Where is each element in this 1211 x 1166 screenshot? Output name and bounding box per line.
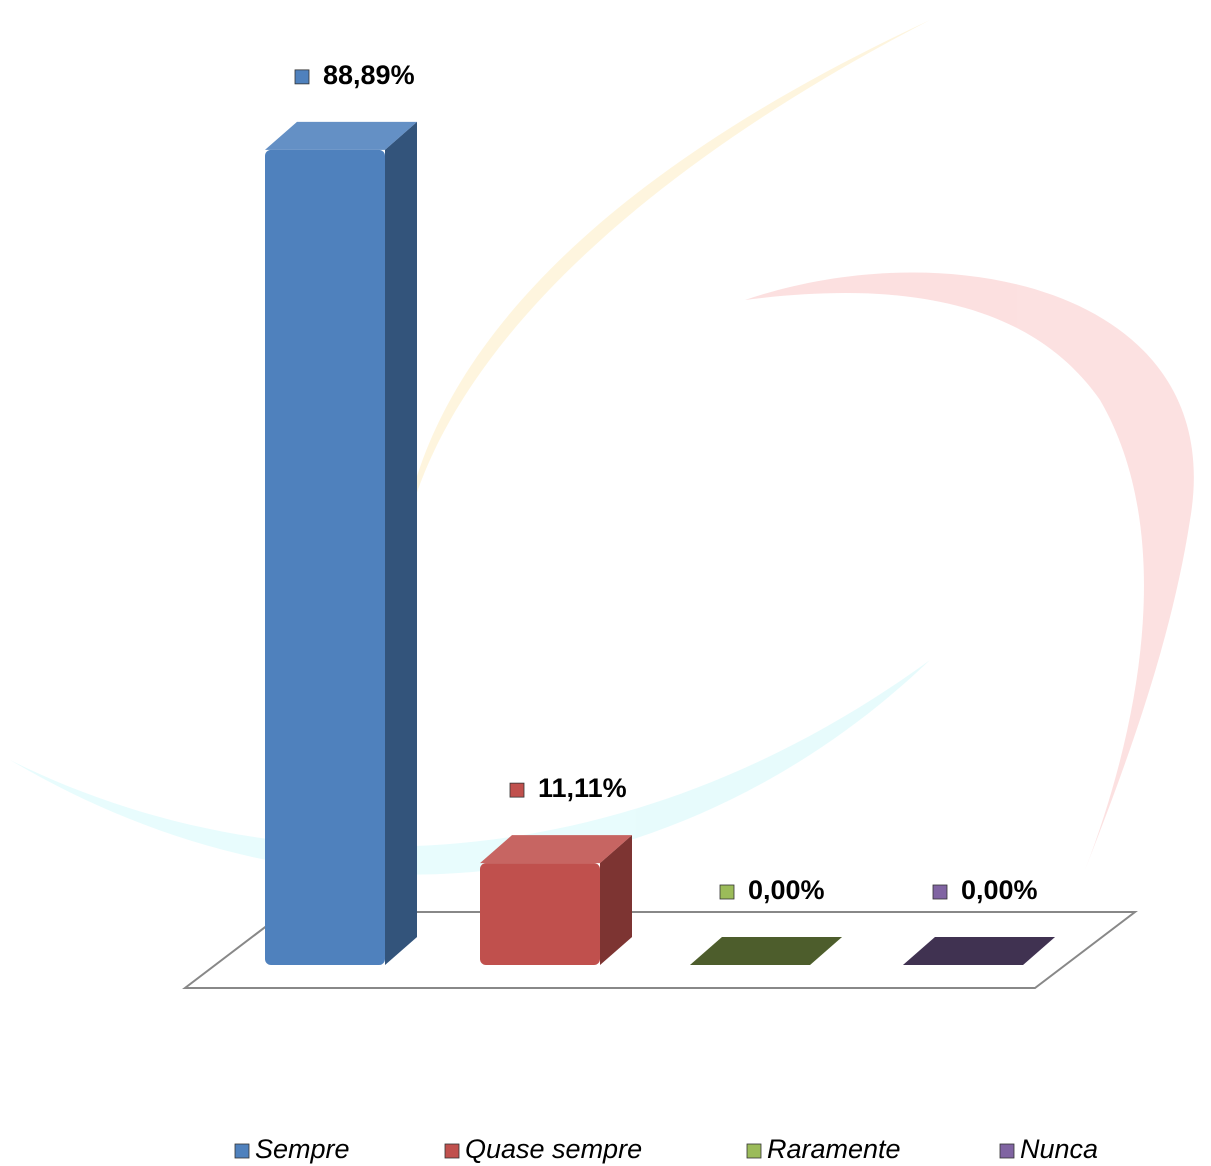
bar-front [265, 149, 385, 966]
floor [182, 911, 1138, 989]
bar-top [480, 835, 632, 864]
legend-marker [234, 1143, 250, 1159]
bar-top-shade [265, 121, 417, 150]
value-label: 11,11% [538, 773, 627, 803]
bar-top-shade [903, 937, 1055, 965]
value-label: 0,00% [748, 875, 825, 905]
value-label-marker [294, 69, 310, 85]
bar-front [480, 863, 600, 965]
value-label-marker [932, 884, 948, 900]
bar-side [385, 121, 417, 965]
value-label-marker [509, 782, 525, 798]
value-label-marker [719, 884, 735, 900]
legend-label: Sempre [255, 1134, 350, 1164]
bar-top-shade [690, 937, 842, 965]
bar-side [600, 835, 632, 965]
bar-side-shade [600, 835, 632, 965]
legend-marker [999, 1143, 1015, 1159]
value-label: 88,89% [323, 60, 415, 90]
bar-top [265, 121, 417, 150]
background-swooshes [10, 20, 1194, 875]
bar-top-shade [480, 835, 632, 864]
value-label: 0,00% [961, 875, 1038, 905]
legend: Sempre Quase sempre Raramente Nunca [234, 1134, 1098, 1164]
bars: 88,89% 11,11% 0,00% 0,00% [265, 60, 1055, 966]
legend-label: Raramente [767, 1134, 901, 1164]
legend-marker [444, 1143, 460, 1159]
bar-side-shade [385, 121, 417, 965]
legend-label: Quase sempre [465, 1134, 642, 1164]
legend-marker [746, 1143, 762, 1159]
legend-label: Nunca [1020, 1134, 1098, 1164]
